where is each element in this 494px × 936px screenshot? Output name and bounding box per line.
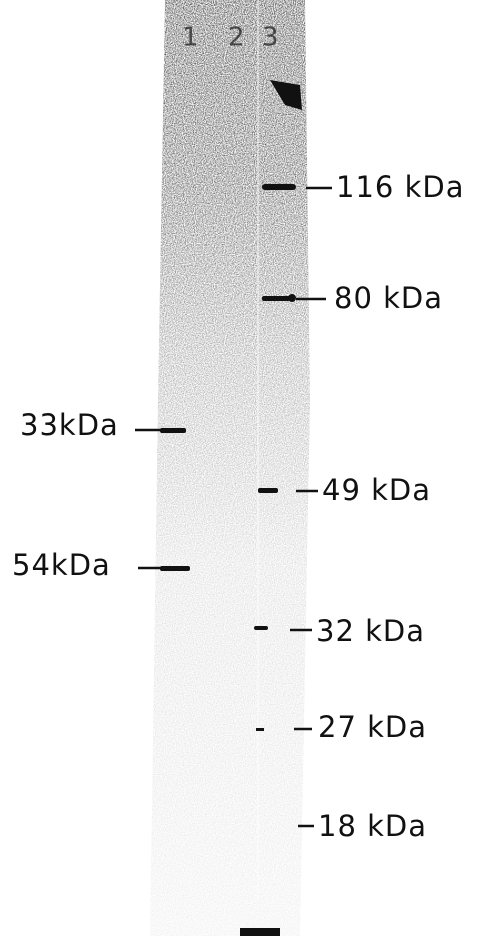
lane-label: 2 [228,23,246,53]
lane-labels: 1 2 3 [182,23,280,53]
marker-label: 33kDa [20,408,119,442]
marker-label: 27 kDa [318,710,427,744]
marker-label: 54kDa [12,548,111,582]
left-markers: 33kDa 54kDa [12,408,119,582]
marker-label: 116 kDa [336,170,464,204]
marker-label: 49 kDa [322,473,431,507]
right-markers: 116 kDa 80 kDa 49 kDa 32 kDa 27 kDa 18 k… [316,170,464,843]
lane-label: 1 [182,23,200,53]
marker-label: 18 kDa [318,809,427,843]
marker-dashes [135,186,332,828]
marker-label: 80 kDa [334,281,443,315]
gel [150,0,310,936]
lane-label: 3 [262,23,280,53]
marker-label: 32 kDa [316,614,425,648]
